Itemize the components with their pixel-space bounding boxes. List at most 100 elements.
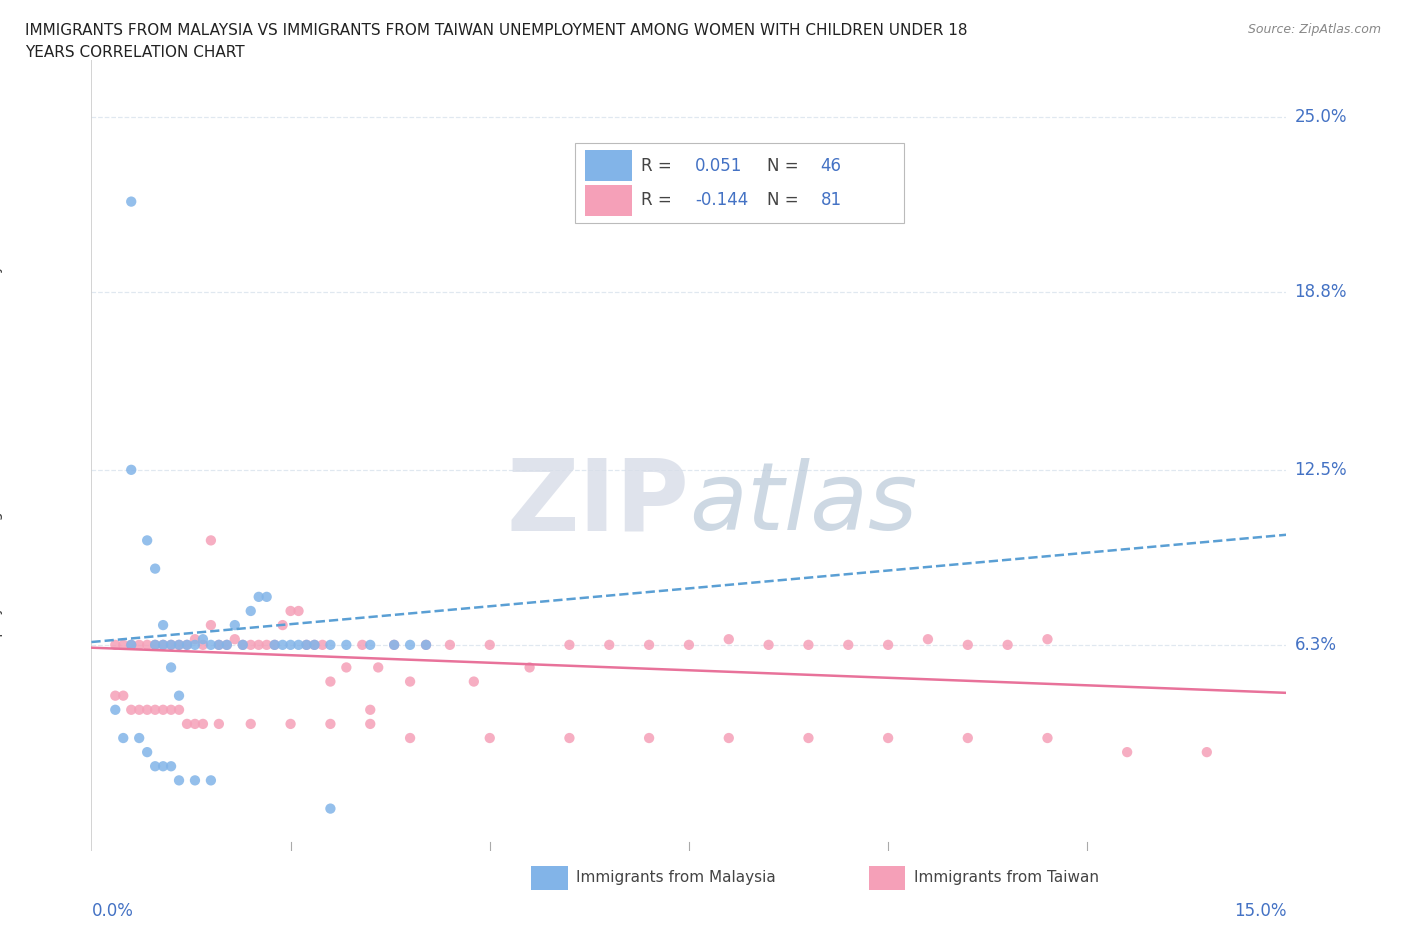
- Point: [359, 702, 381, 717]
- Point: [256, 637, 278, 652]
- Point: [295, 637, 318, 652]
- Point: [335, 637, 357, 652]
- Point: [120, 702, 142, 717]
- Text: 81: 81: [821, 192, 842, 209]
- Point: [287, 604, 309, 618]
- Point: [280, 637, 302, 652]
- Point: [167, 773, 190, 788]
- Point: [239, 716, 262, 731]
- FancyBboxPatch shape: [585, 185, 631, 216]
- Point: [191, 637, 214, 652]
- Point: [558, 637, 581, 652]
- Point: [167, 688, 190, 703]
- Point: [120, 462, 142, 477]
- Text: N =: N =: [766, 156, 799, 175]
- Point: [399, 731, 422, 746]
- Point: [152, 618, 174, 632]
- Point: [128, 702, 150, 717]
- Point: [224, 618, 246, 632]
- Point: [136, 702, 159, 717]
- Point: [200, 533, 222, 548]
- Point: [160, 660, 183, 675]
- Text: Immigrants from Taiwan: Immigrants from Taiwan: [914, 870, 1099, 885]
- Point: [1195, 745, 1218, 760]
- Point: [200, 773, 222, 788]
- Point: [104, 637, 127, 652]
- Point: [263, 637, 285, 652]
- Point: [837, 637, 859, 652]
- Point: [877, 731, 900, 746]
- Point: [478, 637, 501, 652]
- Point: [256, 590, 278, 604]
- Point: [128, 637, 150, 652]
- Point: [352, 637, 374, 652]
- Text: 0.0%: 0.0%: [91, 902, 134, 920]
- Point: [176, 637, 198, 652]
- Text: 46: 46: [821, 156, 841, 175]
- Point: [200, 637, 222, 652]
- Point: [200, 618, 222, 632]
- Point: [598, 637, 620, 652]
- Text: 15.0%: 15.0%: [1234, 902, 1286, 920]
- Point: [280, 604, 302, 618]
- FancyBboxPatch shape: [575, 143, 904, 222]
- Point: [152, 702, 174, 717]
- Text: R =: R =: [641, 192, 672, 209]
- Point: [956, 731, 979, 746]
- Point: [359, 637, 381, 652]
- Point: [239, 604, 262, 618]
- Point: [1116, 745, 1139, 760]
- Text: 18.8%: 18.8%: [1295, 283, 1347, 301]
- Point: [104, 702, 127, 717]
- Point: [247, 637, 270, 652]
- Text: Unemployment Among Women with Children Under 18 years: Unemployment Among Women with Children U…: [0, 232, 3, 680]
- Point: [638, 731, 661, 746]
- Point: [877, 637, 900, 652]
- Point: [797, 637, 820, 652]
- Point: [152, 637, 174, 652]
- Point: [997, 637, 1019, 652]
- Point: [167, 637, 190, 652]
- Point: [463, 674, 485, 689]
- Point: [176, 716, 198, 731]
- Point: [319, 637, 342, 652]
- Point: [717, 631, 740, 646]
- Point: [152, 759, 174, 774]
- Text: atlas: atlas: [689, 458, 917, 549]
- Point: [247, 590, 270, 604]
- Point: [128, 731, 150, 746]
- Point: [184, 637, 207, 652]
- Point: [167, 637, 190, 652]
- Point: [415, 637, 437, 652]
- Point: [335, 660, 357, 675]
- Point: [319, 674, 342, 689]
- Point: [136, 745, 159, 760]
- Text: N =: N =: [766, 192, 799, 209]
- Point: [1036, 631, 1059, 646]
- Point: [120, 194, 142, 209]
- Text: 12.5%: 12.5%: [1295, 461, 1347, 479]
- Point: [160, 637, 183, 652]
- Text: 25.0%: 25.0%: [1295, 108, 1347, 126]
- Point: [152, 637, 174, 652]
- Point: [287, 637, 309, 652]
- Point: [136, 637, 159, 652]
- Point: [956, 637, 979, 652]
- Point: [678, 637, 700, 652]
- Point: [399, 674, 422, 689]
- Point: [143, 561, 166, 576]
- Point: [184, 773, 207, 788]
- Point: [304, 637, 326, 652]
- Point: [758, 637, 780, 652]
- Point: [143, 759, 166, 774]
- Point: [304, 637, 326, 652]
- Point: [104, 688, 127, 703]
- Point: [136, 533, 159, 548]
- Point: [319, 716, 342, 731]
- Text: Source: ZipAtlas.com: Source: ZipAtlas.com: [1247, 23, 1381, 36]
- Point: [208, 637, 231, 652]
- Point: [176, 637, 198, 652]
- Point: [112, 731, 135, 746]
- Point: [184, 631, 207, 646]
- Point: [143, 702, 166, 717]
